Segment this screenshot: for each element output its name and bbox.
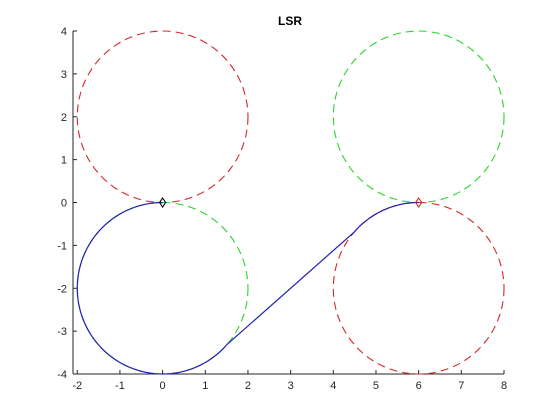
x-tick-label: -1: [115, 380, 125, 392]
x-tick-label: -2: [72, 380, 82, 392]
path-arc-segment: [76, 201, 228, 375]
y-tick-label: 2: [61, 112, 67, 124]
diamond-marker: [414, 197, 423, 208]
chart-title: LSR: [278, 14, 302, 28]
x-tick-label: 8: [501, 380, 507, 392]
x-tick-label: 0: [160, 380, 166, 392]
y-tick-label: 4: [61, 26, 67, 38]
y-tick-label: 0: [61, 198, 67, 210]
y-tick-label: -3: [57, 326, 67, 338]
y-tick-label: 3: [61, 69, 67, 81]
y-tick-label: 1: [61, 155, 67, 167]
dashed-circle: [332, 201, 505, 375]
path-arc-segment: [354, 201, 419, 232]
path-line-segment: [226, 231, 356, 346]
x-tick-label: 6: [416, 380, 422, 392]
path-layer: [76, 201, 419, 375]
diamond-marker: [158, 197, 167, 208]
x-tick-label: 1: [202, 380, 208, 392]
y-tick-label: -4: [57, 369, 67, 381]
x-tick-label: 7: [458, 380, 464, 392]
x-tick-label: 5: [373, 380, 379, 392]
ticks-layer: -2 -1 0 1 2 3 4 5 6 7 8 -4 -3 -2 -1 0 1 2 3 4: [57, 26, 507, 392]
x-tick-label: 3: [288, 380, 294, 392]
dashed-circle: [76, 30, 249, 204]
dashed-circle: [76, 201, 249, 375]
markers-layer: [158, 197, 423, 208]
dashed-circle: [332, 30, 505, 204]
y-tick-label: -1: [57, 240, 67, 252]
x-tick-label: 2: [245, 380, 251, 392]
circles-layer: [76, 30, 505, 375]
x-tick-label: 4: [330, 380, 336, 392]
y-tick-label: -2: [57, 283, 67, 295]
